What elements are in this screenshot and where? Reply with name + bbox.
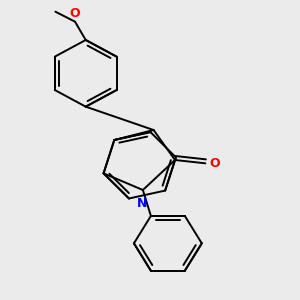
Text: O: O [210,157,220,170]
Text: O: O [70,7,80,20]
Text: N: N [137,197,147,210]
